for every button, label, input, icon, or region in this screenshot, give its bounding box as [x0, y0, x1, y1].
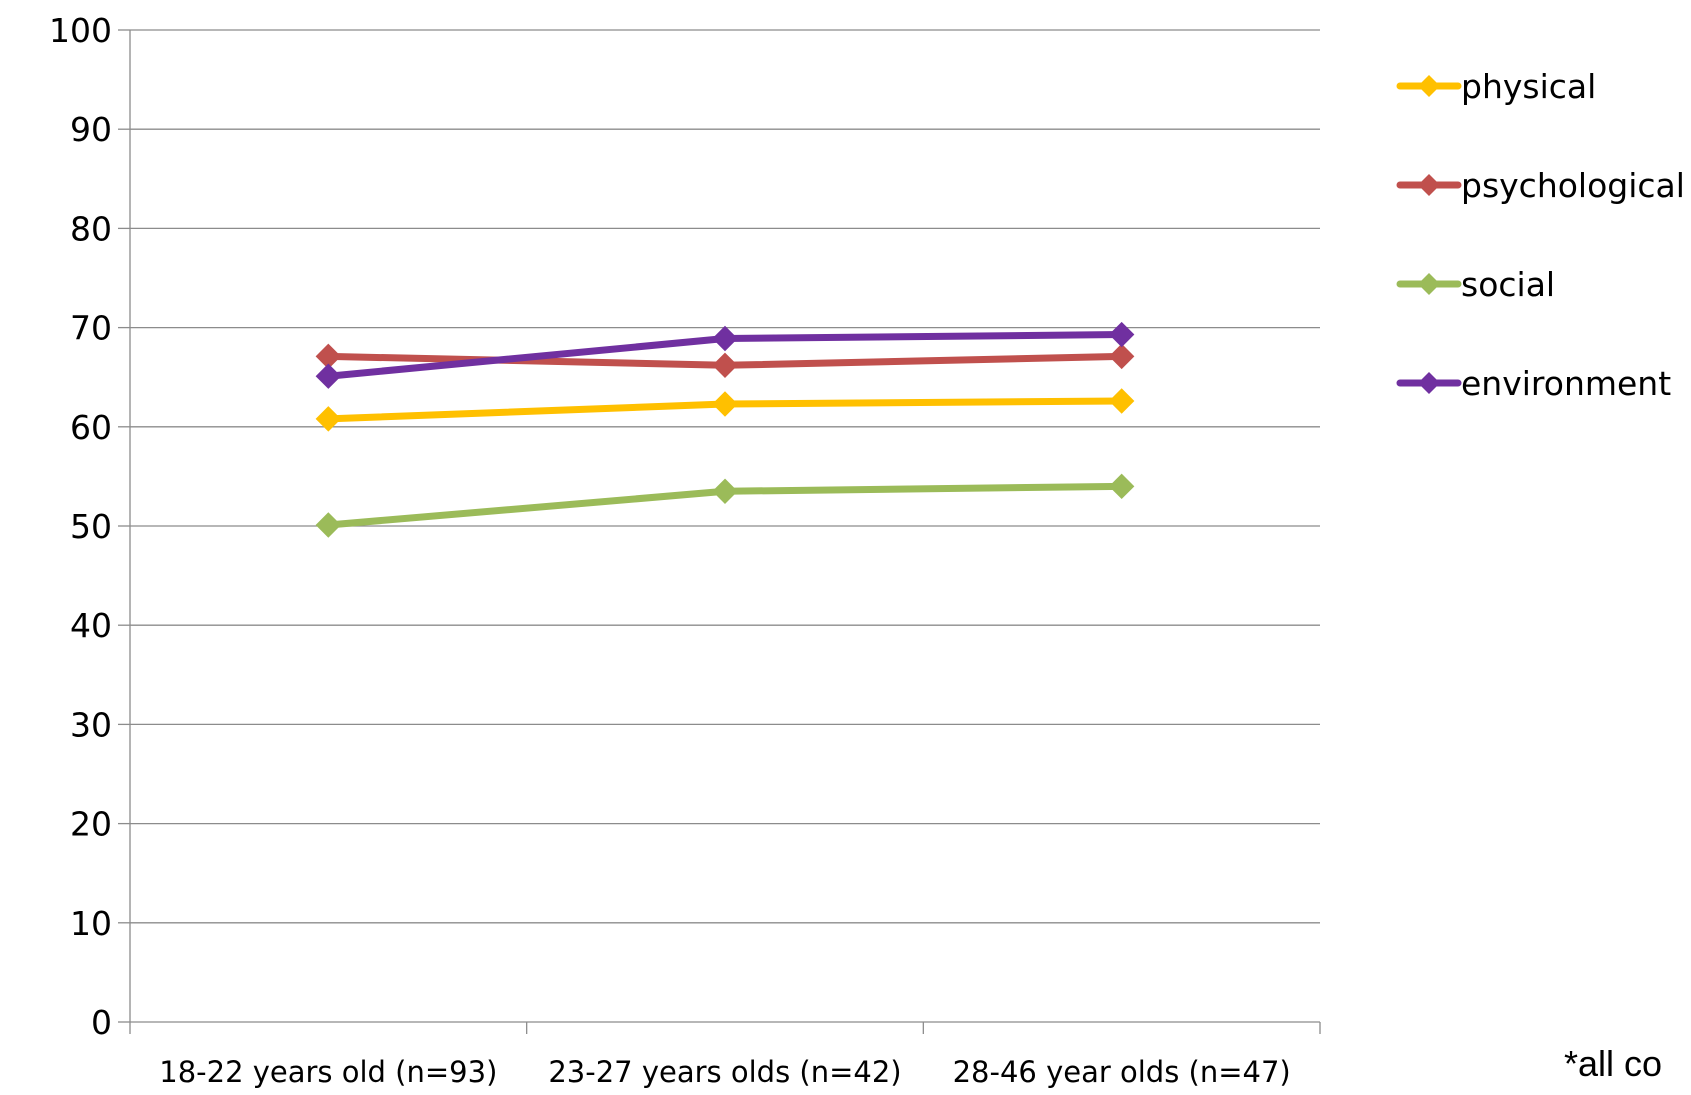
point-environment-1: [712, 325, 738, 352]
legend-marker-environment: [1418, 372, 1440, 394]
point-psychological-1: [712, 352, 738, 379]
x-tick-label-1: 23-27 years olds (n=42): [548, 1055, 901, 1089]
point-environment-0: [315, 363, 342, 389]
point-environment-2: [1108, 321, 1135, 348]
x-tick-label-0: 18-22 years old (n=93): [159, 1055, 497, 1089]
legend-marker-psychological: [1418, 174, 1440, 196]
y-tick-label-90: 90: [70, 110, 112, 149]
y-tick-label-100: 100: [49, 11, 112, 50]
x-tick-labels: 18-22 years old (n=93) 23-27 years olds (…: [159, 1055, 1290, 1089]
y-tick-label-40: 40: [70, 606, 112, 645]
legend-label-environment: environment: [1461, 364, 1671, 403]
legend: physical psychological social environment: [1396, 67, 1685, 403]
point-physical-1: [712, 391, 738, 417]
legend-marker-physical: [1418, 75, 1440, 97]
x-tick-label-2: 28-46 year olds (n=47): [953, 1055, 1291, 1089]
legend-marker-social: [1418, 273, 1440, 295]
y-tick-label-60: 60: [70, 408, 112, 447]
y-tick-label-50: 50: [70, 507, 112, 546]
point-physical-0: [315, 406, 342, 432]
y-tick-label-80: 80: [70, 209, 112, 248]
y-tick-label-30: 30: [70, 705, 112, 744]
gridlines: [130, 29, 1320, 924]
y-tick-label-70: 70: [70, 309, 112, 348]
y-tick-label-10: 10: [70, 904, 112, 943]
footnote: *all co: [1564, 1043, 1662, 1084]
point-physical-2: [1108, 388, 1135, 414]
legend-label-psychological: psychological: [1461, 166, 1685, 205]
point-psychological-2: [1108, 343, 1135, 370]
series-markers: [315, 321, 1135, 538]
point-social-0: [315, 512, 342, 538]
legend-label-physical: physical: [1461, 67, 1596, 106]
y-tick-label-0: 0: [91, 1003, 112, 1042]
point-social-2: [1108, 473, 1135, 500]
y-tick-labels: 0 10 20 30 40 50 60 70 80 90 100: [49, 11, 112, 1042]
legend-label-social: social: [1461, 265, 1555, 304]
axes: [118, 29, 1321, 1034]
y-tick-label-20: 20: [70, 805, 112, 844]
point-social-1: [712, 478, 738, 504]
